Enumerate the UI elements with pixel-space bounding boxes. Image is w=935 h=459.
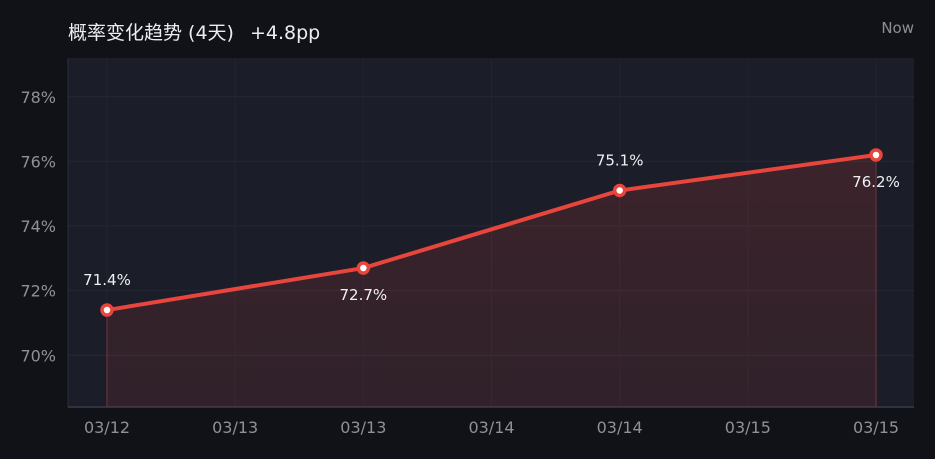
x-tick-label: 03/14 — [597, 418, 643, 437]
y-tick-label: 76% — [20, 152, 56, 171]
data-point — [869, 148, 883, 162]
x-tick-label: 03/14 — [468, 418, 514, 437]
data-label: 71.4% — [83, 271, 131, 289]
series-marks: 71.4% 72.7% 75.1% 76.2% — [83, 148, 900, 407]
data-label: 75.1% — [596, 151, 644, 169]
chart-title: 概率变化趋势 (4天) — [68, 22, 234, 44]
data-point — [356, 261, 371, 275]
data-label: 76.2% — [852, 173, 900, 191]
change-value: +4.8pp — [249, 22, 321, 44]
data-label: 72.7% — [340, 286, 388, 304]
y-tick-label: 78% — [20, 88, 56, 107]
x-tick-label: 03/13 — [340, 418, 386, 437]
header: 概率变化趋势 (4天) +4.8pp — [68, 18, 320, 45]
series-area — [107, 154, 876, 407]
x-axis: 03/12 03/13 03/13 03/14 03/14 03/15 03/15 — [68, 406, 914, 437]
data-point — [100, 303, 114, 317]
x-tick-label: 03/15 — [853, 418, 899, 437]
x-tick-label: 03/13 — [212, 418, 258, 437]
data-point — [612, 183, 627, 198]
time-label: Now — [881, 19, 914, 37]
y-tick-label: 70% — [20, 346, 56, 365]
x-tick-label: 03/12 — [84, 418, 130, 437]
series-line — [105, 152, 878, 313]
y-tick-label: 72% — [20, 282, 56, 301]
x-tick-label: 03/15 — [725, 418, 771, 437]
y-axis: 70% 72% 74% 76% 78% — [20, 58, 69, 407]
y-tick-label: 74% — [20, 217, 56, 236]
